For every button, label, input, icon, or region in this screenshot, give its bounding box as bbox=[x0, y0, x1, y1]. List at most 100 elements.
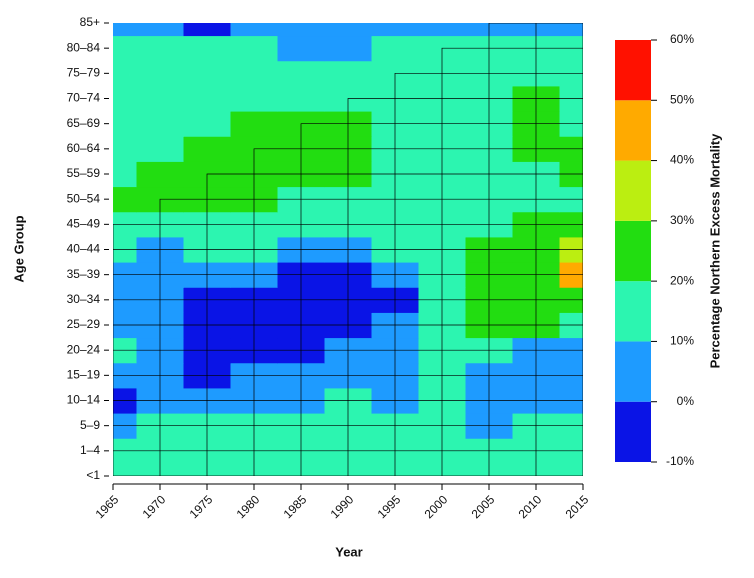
y-tick-label: 45–49 bbox=[67, 217, 101, 231]
cell bbox=[559, 463, 583, 476]
cohort-line bbox=[113, 223, 583, 476]
cell bbox=[113, 23, 137, 37]
y-tick-label: 55–59 bbox=[67, 166, 101, 180]
x-tick-label: 1965 bbox=[93, 492, 122, 521]
x-tick-label: 1990 bbox=[328, 492, 357, 521]
x-tick-label: 2005 bbox=[469, 492, 498, 521]
cell bbox=[418, 23, 466, 37]
colorbar-tick-label: 60% bbox=[670, 32, 694, 46]
x-tick-label: 1975 bbox=[187, 492, 216, 521]
y-tick-label: 30–34 bbox=[67, 292, 101, 306]
colorbar-tick-label: 20% bbox=[670, 273, 694, 287]
cohort-line bbox=[113, 148, 583, 427]
colorbar-tick-label: 40% bbox=[670, 153, 694, 167]
x-tick-label: 1980 bbox=[234, 492, 263, 521]
cell bbox=[230, 111, 278, 137]
y-tick-label: 80–84 bbox=[67, 40, 101, 54]
colorbar-tick-label: 30% bbox=[670, 213, 694, 227]
cell bbox=[277, 85, 325, 112]
cell bbox=[183, 23, 231, 37]
colorbar-band bbox=[615, 281, 651, 342]
cell bbox=[371, 35, 419, 62]
cell bbox=[136, 161, 184, 188]
cell bbox=[113, 136, 137, 162]
cohort-line bbox=[113, 98, 583, 376]
cell bbox=[136, 35, 184, 62]
y-tick-label: 5–9 bbox=[80, 418, 100, 432]
y-axis-title: Age Group bbox=[11, 215, 26, 282]
cell bbox=[230, 23, 278, 37]
cell bbox=[113, 60, 137, 87]
y-tick-label: 35–39 bbox=[67, 267, 101, 281]
cell bbox=[230, 85, 278, 112]
cell bbox=[324, 60, 372, 87]
cohort-line bbox=[113, 72, 583, 351]
y-tick-label: 50–54 bbox=[67, 191, 101, 205]
y-tick-label: 75–79 bbox=[67, 66, 101, 80]
cell bbox=[230, 35, 278, 62]
cohort-line bbox=[113, 123, 583, 401]
cohort-line bbox=[160, 249, 583, 476]
colorbar-band bbox=[615, 160, 651, 221]
cohort-line bbox=[207, 274, 583, 476]
x-axis-title: Year bbox=[335, 544, 362, 559]
cohort-line bbox=[113, 23, 583, 301]
y-tick-label: 15–19 bbox=[67, 368, 101, 382]
cell bbox=[324, 35, 372, 62]
cell bbox=[559, 23, 583, 37]
y-tick-label: 10–14 bbox=[67, 393, 101, 407]
cell bbox=[113, 463, 137, 476]
y-tick-label: 65–69 bbox=[67, 116, 101, 130]
cell bbox=[136, 85, 184, 112]
colorbar-title: Percentage Northern Excess Mortality bbox=[707, 133, 722, 369]
cohort-line bbox=[489, 425, 583, 476]
colorbar-band bbox=[615, 40, 651, 101]
cell bbox=[136, 111, 184, 137]
y-tick-label: 40–44 bbox=[67, 242, 101, 256]
y-tick-label: 1–4 bbox=[80, 443, 100, 457]
x-tick-label: 2010 bbox=[516, 492, 545, 521]
x-tick-label: 1970 bbox=[140, 492, 169, 521]
cohort-line bbox=[113, 23, 536, 250]
cell bbox=[277, 23, 325, 37]
cell bbox=[113, 85, 137, 112]
cell bbox=[113, 111, 137, 137]
cohort-line bbox=[301, 324, 583, 476]
cohort-line bbox=[113, 23, 583, 276]
y-tick-label: 70–74 bbox=[67, 91, 101, 105]
cell bbox=[136, 136, 184, 162]
y-tick-label: <1 bbox=[86, 468, 100, 482]
cell bbox=[324, 23, 372, 37]
x-tick-label: 1985 bbox=[281, 492, 310, 521]
cell bbox=[183, 60, 231, 87]
colorbar-band bbox=[615, 401, 651, 462]
cohort-line bbox=[442, 400, 583, 476]
cell bbox=[136, 23, 184, 37]
colorbar-band bbox=[615, 341, 651, 402]
y-tick-label: 85+ bbox=[80, 15, 100, 29]
x-tick-label: 2000 bbox=[422, 492, 451, 521]
colorbar-tick-label: 10% bbox=[670, 334, 694, 348]
y-tick-label: 60–64 bbox=[67, 141, 101, 155]
y-tick-label: 25–29 bbox=[67, 317, 101, 331]
cohort-lines bbox=[113, 23, 583, 476]
x-tick-label: 2015 bbox=[563, 492, 592, 521]
cohort-line bbox=[113, 47, 583, 326]
colorbar-tick-label: 0% bbox=[677, 394, 695, 408]
colorbar-tick-label: 50% bbox=[670, 92, 694, 106]
cell bbox=[113, 35, 137, 62]
cell bbox=[183, 136, 231, 162]
cohort-line bbox=[113, 173, 583, 452]
cell bbox=[183, 85, 231, 112]
cell bbox=[113, 161, 137, 188]
cell bbox=[136, 60, 184, 87]
cohort-line bbox=[348, 349, 583, 476]
cell bbox=[277, 35, 325, 62]
cell bbox=[371, 23, 419, 37]
colorbar-tick-label: -10% bbox=[666, 454, 694, 468]
colorbar-band bbox=[615, 100, 651, 161]
cell bbox=[113, 186, 137, 213]
cohort-line bbox=[254, 299, 583, 476]
cohort-line bbox=[395, 374, 583, 476]
